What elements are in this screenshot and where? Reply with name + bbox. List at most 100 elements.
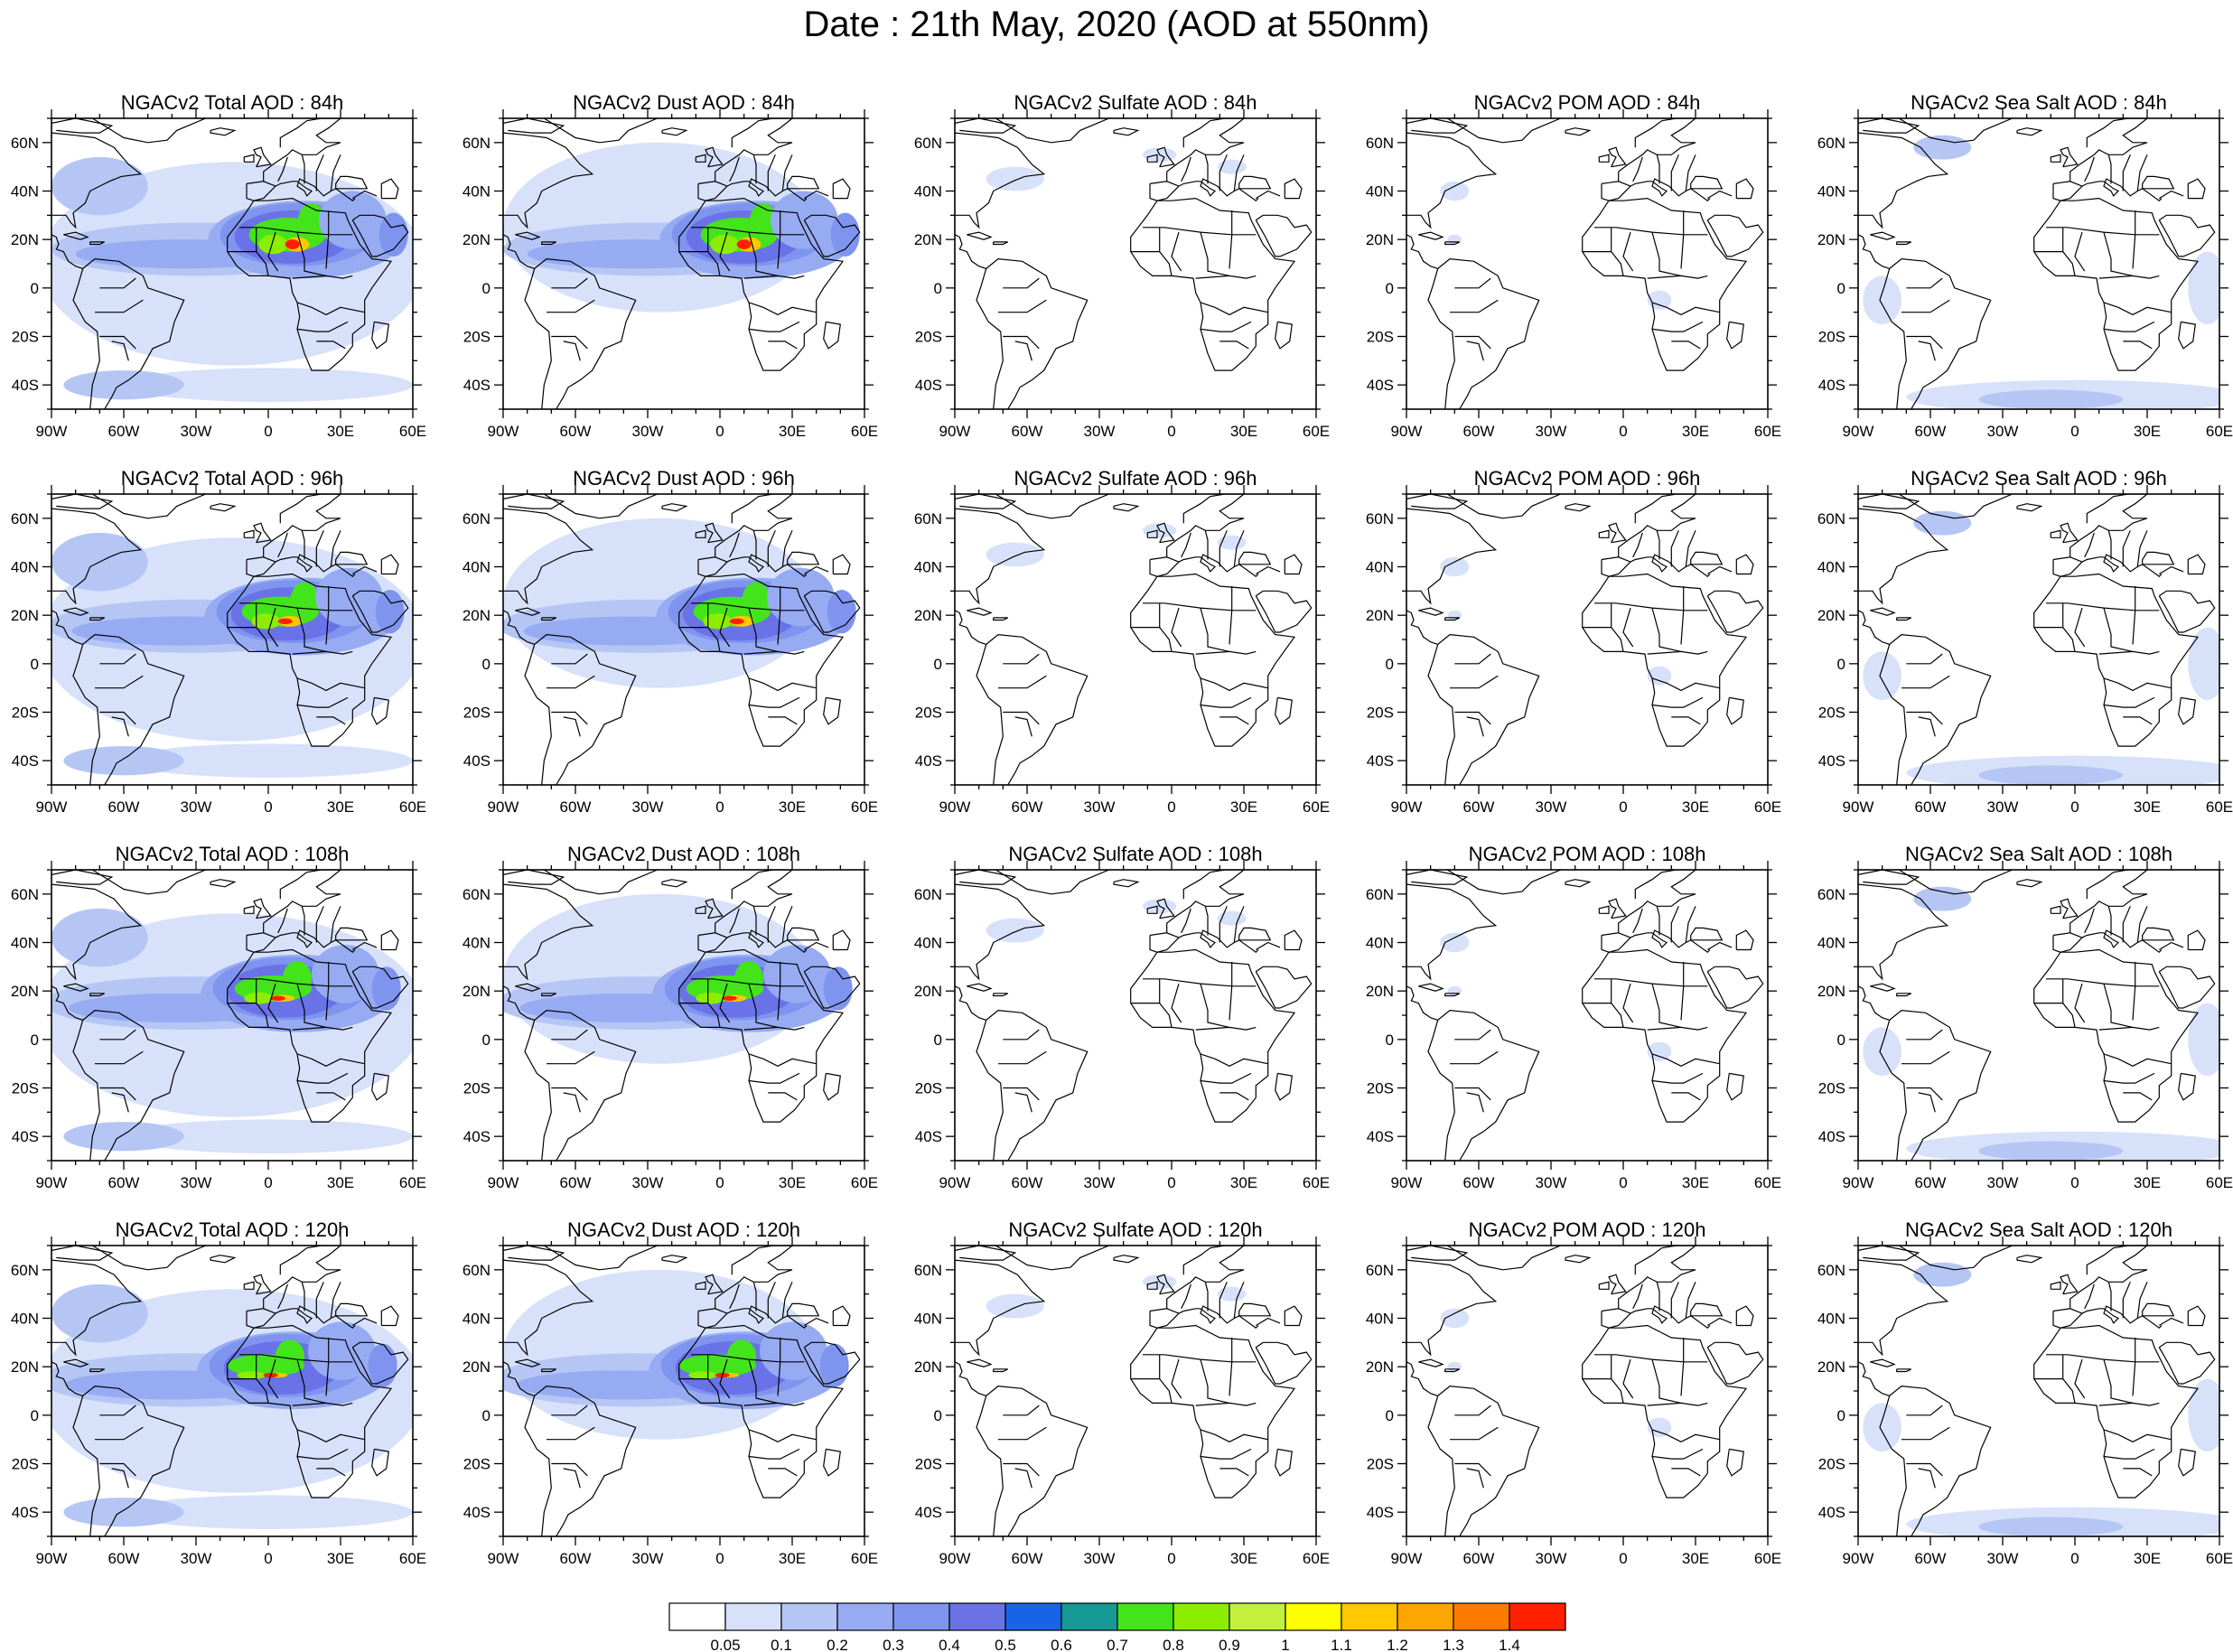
coastline — [731, 870, 792, 900]
coastline — [1284, 178, 1303, 200]
coastline — [1906, 1462, 1943, 1477]
coastline — [1565, 127, 1592, 136]
coastline — [1406, 118, 1469, 134]
lon-label: 90W — [488, 423, 519, 440]
lat-label: 60N — [914, 510, 942, 527]
coastlines — [955, 1246, 1313, 1536]
lon-label: 60E — [2206, 798, 2233, 816]
coastline — [253, 898, 272, 919]
coastline — [2178, 1072, 2196, 1101]
coastline — [1238, 1302, 1272, 1317]
colorbar-swatch — [724, 1602, 782, 1631]
coastline — [534, 1385, 637, 1536]
coastline — [2081, 554, 2163, 577]
coastline — [955, 1361, 986, 1396]
coastline — [1858, 508, 1949, 605]
coastlines — [51, 1246, 409, 1536]
coastline — [1726, 1072, 1744, 1101]
lat-label: 0 — [31, 656, 39, 673]
aod-contour — [290, 582, 319, 622]
coastline — [547, 1426, 595, 1441]
lat-label: 40N — [1366, 935, 1394, 952]
coastline — [1178, 1305, 1259, 1329]
coastline — [72, 268, 100, 409]
lat-label: 40N — [462, 183, 491, 201]
coastline — [1446, 118, 1561, 144]
lat-label: 20N — [1366, 607, 1394, 624]
lat-label: 60N — [11, 510, 39, 527]
coastline — [1901, 675, 1950, 689]
lon-label: 0 — [715, 798, 724, 816]
coastline — [2142, 551, 2175, 565]
lat-label: 20N — [1366, 1358, 1394, 1376]
lat-label: 60N — [11, 135, 39, 152]
coastline — [726, 554, 808, 577]
lat-label: 20N — [462, 983, 491, 1000]
coastline — [955, 494, 1017, 509]
map-frame — [1406, 869, 1769, 1162]
coastline — [210, 879, 237, 888]
lon-label: 60E — [399, 798, 426, 816]
lat-label: 40S — [1818, 1128, 1845, 1145]
coastline — [351, 590, 409, 633]
coastline — [99, 653, 136, 665]
coastline — [2158, 190, 2184, 200]
coastline — [1284, 1305, 1303, 1327]
coastline — [1204, 1282, 1209, 1311]
coastline — [563, 1092, 581, 1113]
coastline — [2122, 530, 2131, 567]
coastline — [296, 1358, 327, 1404]
coastline — [1622, 231, 1634, 272]
coastline — [315, 906, 324, 943]
map-panel: NGACv2 Dust AOD : 120h 90W 60W 30W 0 30E 60E 60… — [462, 1218, 878, 1567]
map-panel: NGACv2 Sulfate AOD : 96h 90W 60W 30W 0 30E 60E… — [914, 467, 1330, 816]
coastline — [1651, 1429, 1720, 1442]
panel-title: NGACv2 Sulfate AOD : 84h — [1014, 91, 1257, 114]
aod-contour — [827, 589, 856, 634]
coastline — [1130, 573, 1296, 747]
coastline — [2103, 1053, 2172, 1067]
coastline — [1238, 175, 1272, 190]
coastline — [777, 586, 781, 645]
coastline — [1418, 983, 1444, 992]
coastline — [748, 983, 779, 1028]
coastline — [1255, 190, 1281, 200]
lon-label: 60E — [851, 798, 878, 816]
lon-label: 0 — [2070, 423, 2079, 440]
coastline — [1651, 607, 1682, 652]
coastline — [1879, 644, 1907, 785]
coastline — [1181, 532, 1191, 558]
colorbar-swatch — [1116, 1602, 1174, 1631]
coastline — [1275, 696, 1293, 725]
coastline — [95, 299, 144, 313]
colorbar-swatch — [1285, 1602, 1342, 1631]
coastline — [524, 1020, 552, 1161]
coastline — [2050, 1281, 2061, 1290]
coastline — [1670, 906, 1679, 943]
coastlines — [503, 118, 861, 409]
coastline — [551, 1087, 588, 1101]
coastline — [2016, 1255, 2043, 1264]
coastline — [1003, 711, 1040, 725]
coastline — [277, 532, 288, 558]
lon-label: 90W — [1391, 1550, 1423, 1567]
map-frame — [1857, 869, 2220, 1162]
coastline — [296, 1053, 365, 1067]
aod-field — [1863, 135, 2219, 409]
lon-label: 60E — [1303, 423, 1330, 440]
coastline — [1003, 1405, 1040, 1416]
coastline — [1444, 993, 1460, 997]
coastline — [1406, 132, 1498, 229]
lon-label: 30W — [1084, 423, 1116, 440]
coastline — [210, 503, 237, 512]
coastline — [547, 299, 595, 313]
lat-label: 40S — [12, 1504, 39, 1521]
coastline — [2052, 556, 2084, 577]
coastline — [719, 1358, 731, 1399]
coastline — [803, 966, 861, 1009]
coastline — [1204, 906, 1209, 936]
coastline — [748, 1429, 817, 1442]
coastline — [1406, 610, 1438, 645]
coastline — [726, 178, 808, 201]
aod-contour — [2188, 1378, 2219, 1452]
